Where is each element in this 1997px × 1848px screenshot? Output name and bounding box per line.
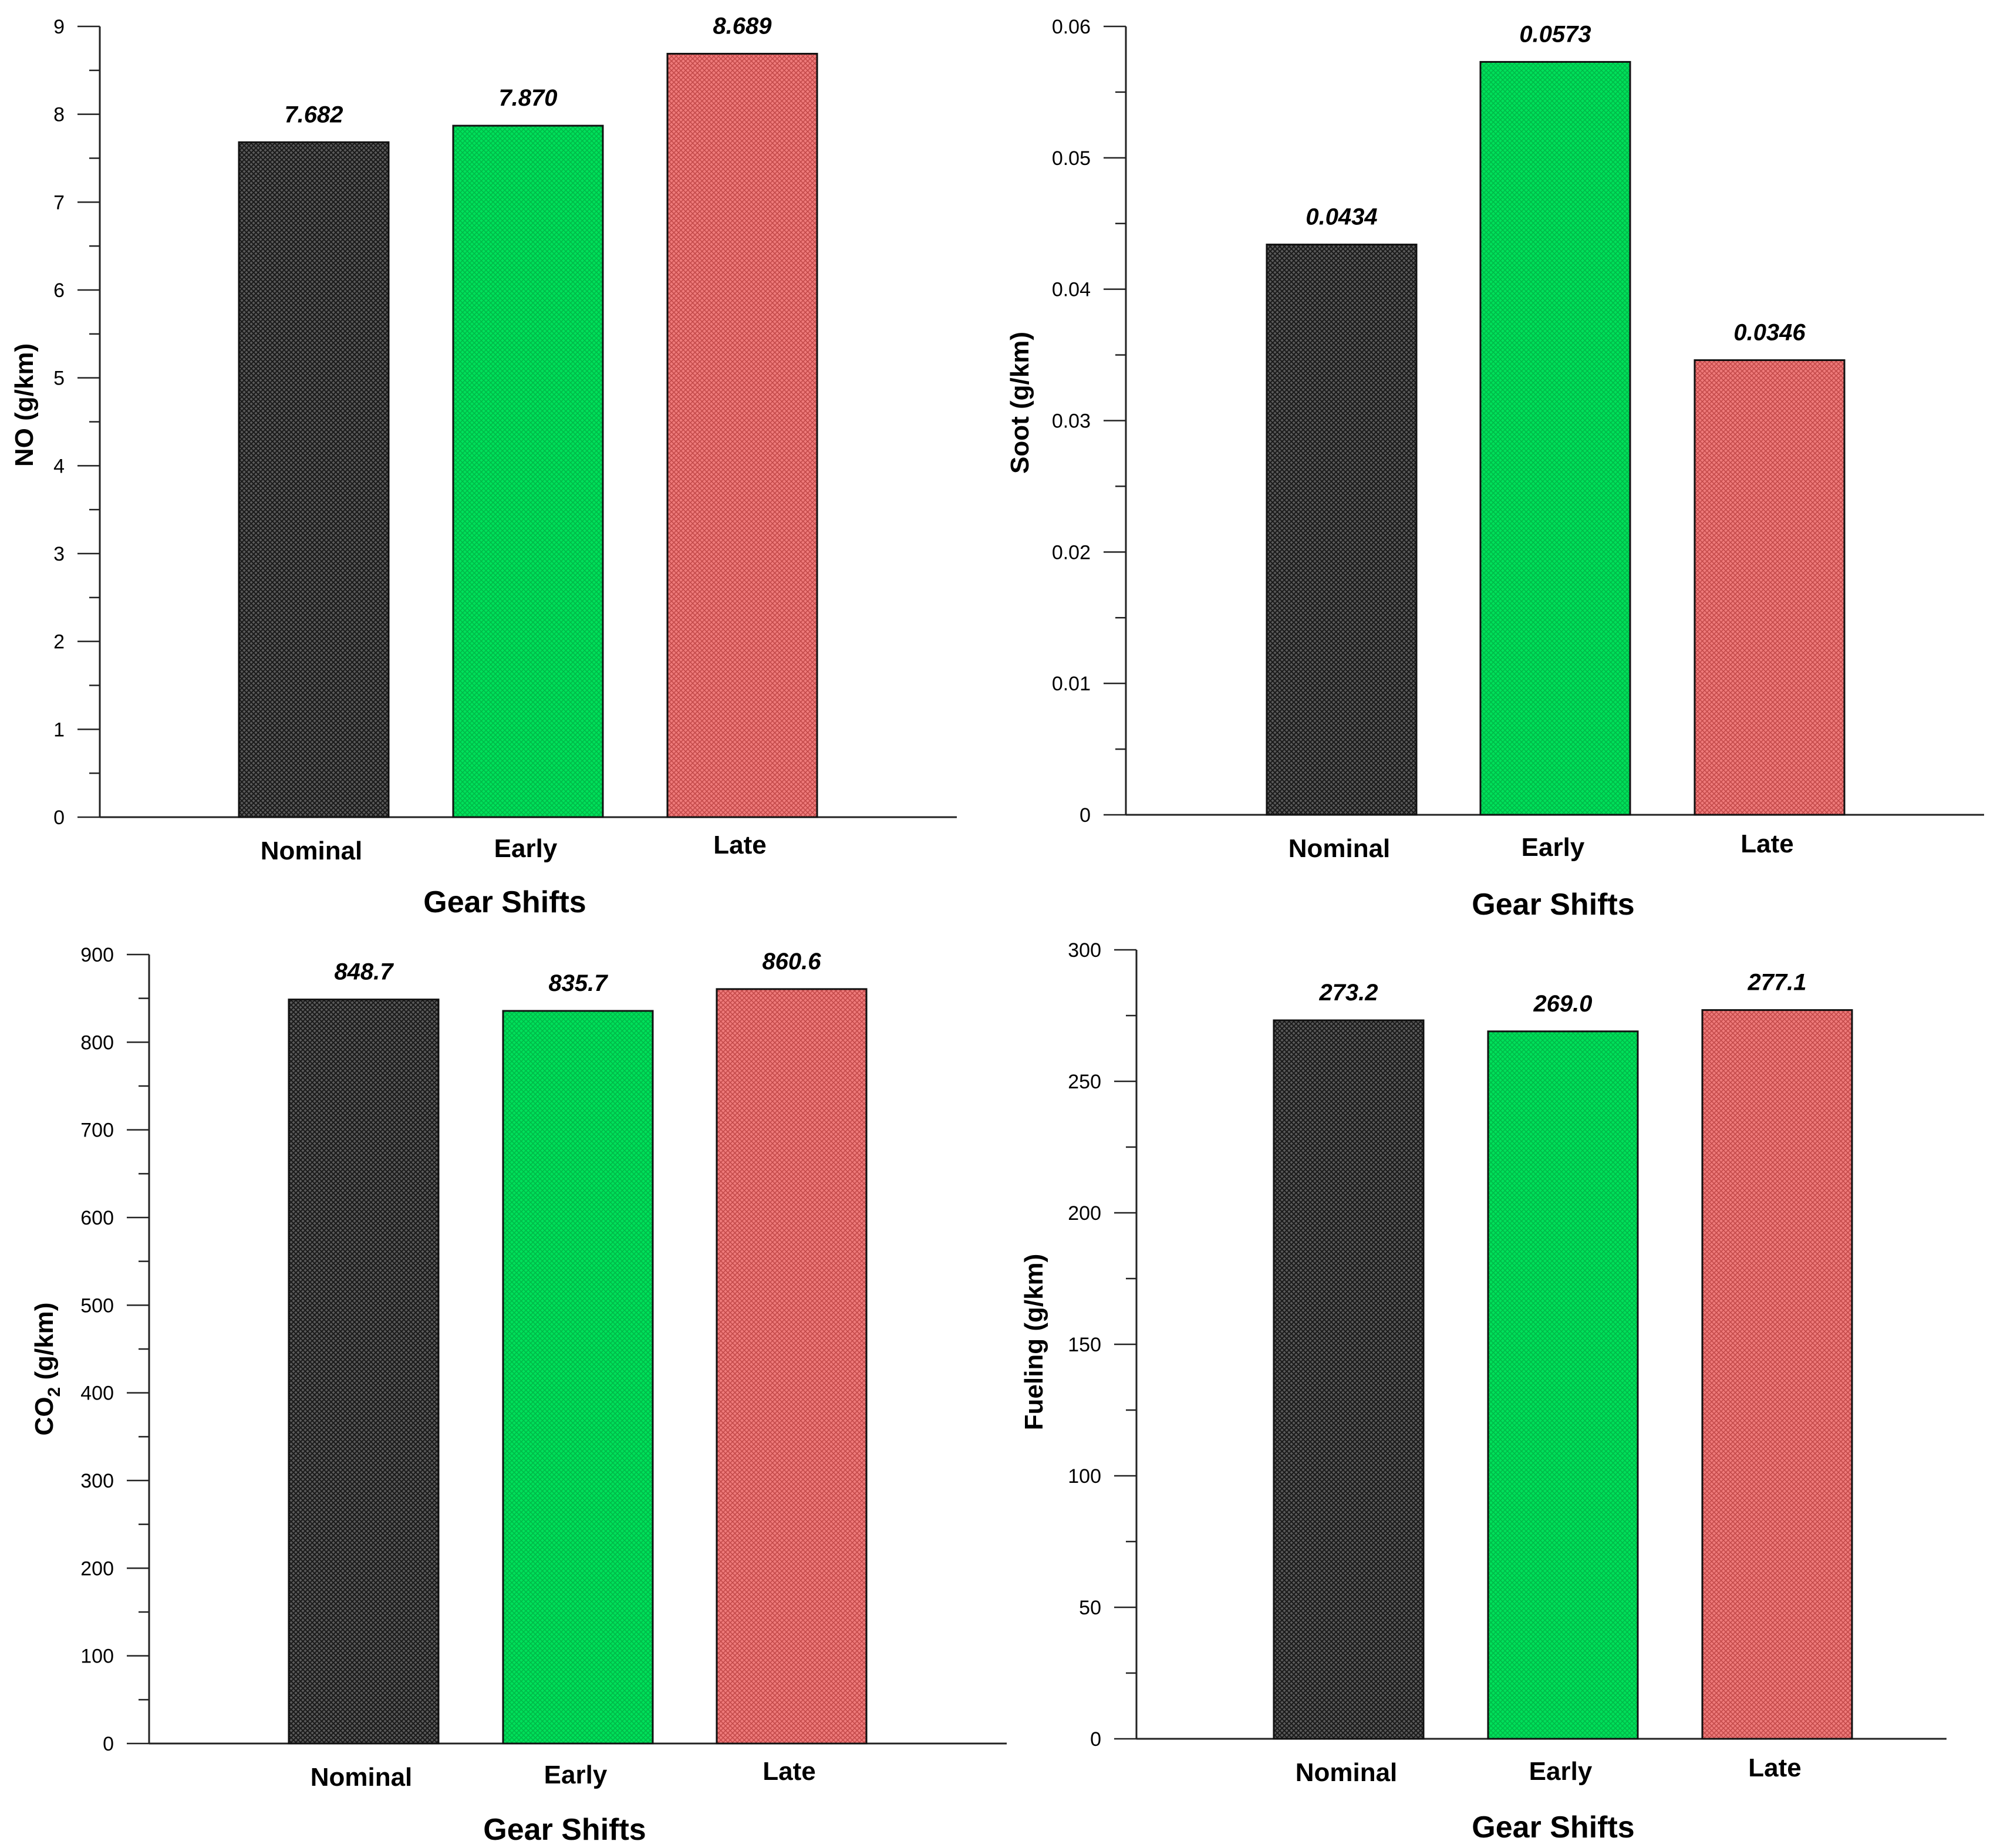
no-y-tick-label: 6 (53, 279, 65, 302)
fueling-value-label-late: 277.1 (1747, 970, 1806, 996)
no-y-tick-label: 5 (53, 367, 65, 390)
co2-y-tick-label: 900 (80, 944, 114, 966)
fueling-y-tick-label: 150 (1068, 1334, 1101, 1356)
co2-y-tick-label: 700 (80, 1119, 114, 1142)
no-y-tick-label: 1 (53, 719, 65, 741)
soot-x-axis-label: Gear Shifts (1472, 888, 1634, 922)
fueling-y-tick-label: 250 (1068, 1071, 1101, 1093)
fueling-bar-nominal (1273, 1019, 1425, 1740)
no-y-tick-label: 8 (53, 104, 65, 126)
co2-y-tick-label: 400 (80, 1382, 114, 1405)
no-x-axis-label: Gear Shifts (423, 885, 586, 919)
fueling-bar-late (1701, 1009, 1853, 1740)
co2-y-axis-label: CO2 (g/km) (30, 1303, 64, 1436)
co2-y-axis-label-subscript: 2 (45, 1387, 64, 1397)
co2-category-label-nominal: Nominal (311, 1763, 413, 1792)
fueling-category-label-late: Late (1748, 1753, 1801, 1782)
co2-bar-early (502, 1010, 654, 1745)
no-y-tick-label: 9 (53, 16, 65, 38)
soot-y-tick-label: 0.04 (1052, 279, 1091, 301)
co2-value-label-nominal: 848.7 (334, 959, 394, 985)
co2-y-tick-label: 200 (80, 1557, 114, 1580)
co2-y-tick-label: 300 (80, 1470, 114, 1492)
fueling-y-tick-label: 0 (1090, 1728, 1101, 1751)
soot-y-tick-label: 0.06 (1052, 16, 1091, 38)
co2-y-tick-label: 600 (80, 1207, 114, 1229)
no-category-label-late: Late (713, 831, 766, 859)
no-chart-panel: NO (g/km) Gear Shifts 0 1 2 3 4 5 6 7 8 9 7.682 Nom… (10, 14, 957, 919)
soot-bar-early (1479, 60, 1631, 816)
soot-chart-panel: Soot (g/km) Gear Shifts 0 0.01 0.02 0.03 0.0… (1006, 16, 1984, 922)
co2-chart-panel: CO2 (g/km) Gear Shifts 0 100 200 300 400 500 6… (30, 944, 1007, 1847)
co2-y-tick-label: 500 (80, 1294, 114, 1317)
co2-y-tick-label: 100 (80, 1645, 114, 1668)
no-value-label-late: 8.689 (713, 14, 772, 39)
no-y-tick-label: 7 (53, 191, 65, 214)
fueling-y-tick-label: 50 (1079, 1597, 1101, 1619)
soot-y-tick-label: 0.02 (1052, 541, 1091, 564)
soot-y-tick-label: 0.05 (1052, 147, 1091, 170)
soot-value-label-late: 0.0346 (1733, 320, 1806, 346)
co2-value-label-late: 860.6 (762, 949, 821, 974)
fueling-y-tick-label: 200 (1068, 1202, 1101, 1225)
no-value-label-early: 7.870 (498, 85, 557, 111)
co2-x-axis-label: Gear Shifts (483, 1813, 646, 1847)
co2-y-tick-label: 0 (103, 1733, 114, 1755)
no-value-label-nominal: 7.682 (284, 102, 343, 127)
no-category-label-nominal: Nominal (261, 837, 363, 865)
fueling-chart-panel: Fueling (g/km) Gear Shifts 0 50 100 150 200 2… (1020, 939, 1947, 1844)
soot-y-tick-label: 0.03 (1052, 410, 1091, 433)
fueling-bar-early (1487, 1030, 1639, 1740)
fueling-value-label-early: 269.0 (1533, 991, 1592, 1017)
no-bar-nominal (238, 141, 390, 818)
co2-category-label-early: Early (544, 1761, 608, 1789)
fueling-x-axis-label: Gear Shifts (1472, 1810, 1634, 1844)
no-y-tick-label: 0 (53, 807, 65, 829)
soot-category-label-early: Early (1522, 833, 1585, 862)
no-category-label-early: Early (494, 834, 558, 863)
soot-category-label-nominal: Nominal (1288, 834, 1391, 863)
no-y-tick-label: 3 (53, 543, 65, 565)
fueling-category-label-nominal: Nominal (1296, 1758, 1398, 1787)
fueling-y-tick-label: 300 (1068, 939, 1101, 962)
soot-category-label-late: Late (1740, 829, 1793, 858)
fueling-category-label-early: Early (1529, 1757, 1593, 1786)
no-bar-late (666, 53, 818, 818)
co2-bar-nominal (288, 999, 440, 1745)
soot-value-label-nominal: 0.0434 (1306, 204, 1377, 230)
soot-bar-late (1694, 359, 1846, 816)
co2-y-tick-label: 800 (80, 1031, 114, 1054)
soot-value-label-early: 0.0573 (1519, 21, 1591, 47)
no-y-tick-label: 4 (53, 455, 65, 477)
co2-value-label-early: 835.7 (548, 970, 608, 996)
soot-y-tick-label: 0 (1080, 804, 1091, 827)
no-y-axis-label: NO (g/km) (10, 343, 39, 467)
soot-y-tick-label: 0.01 (1052, 673, 1091, 695)
co2-bar-late (716, 988, 868, 1745)
no-y-tick-label: 2 (53, 631, 65, 653)
no-bar-early (452, 124, 604, 818)
soot-bar-nominal (1266, 244, 1418, 816)
fueling-y-tick-label: 100 (1068, 1465, 1101, 1488)
fueling-y-axis-label: Fueling (g/km) (1020, 1254, 1048, 1431)
co2-category-label-late: Late (763, 1757, 815, 1786)
fueling-value-label-nominal: 273.2 (1318, 980, 1378, 1006)
soot-y-axis-label: Soot (g/km) (1006, 332, 1034, 474)
